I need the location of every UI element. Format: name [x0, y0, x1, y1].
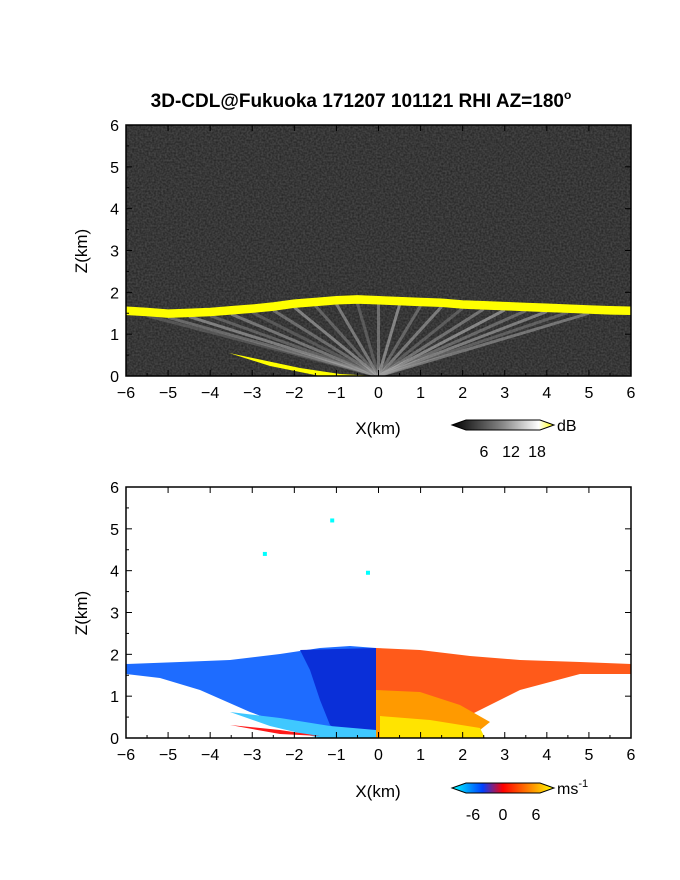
top-beam-5: [251, 311, 380, 376]
top-y-tick-label-6: 6: [110, 118, 119, 135]
top-ground-echo: [229, 353, 376, 376]
top-x-tick-label-2: −4: [201, 385, 219, 402]
bottom-x-tick-label-8: 2: [458, 747, 467, 764]
top-colorbar-tick-0: 6: [480, 444, 489, 461]
bottom-colorbar-label: ms-1: [557, 778, 588, 798]
top-x-tick-label-5: −1: [327, 385, 345, 402]
top-x-tick-label-11: 5: [584, 385, 593, 402]
bottom-y-tick-label-2: 2: [110, 647, 119, 664]
top-y-axis-label: Z(km): [72, 229, 91, 273]
top-beam-fan: [146, 302, 590, 376]
top-beam-4: [230, 312, 380, 376]
bottom-y-tick-label-5: 5: [110, 522, 119, 539]
top-beam-7: [293, 306, 380, 376]
bottom-yellow-near-ground: [380, 716, 485, 738]
top-x-tick-label-0: −6: [117, 385, 135, 402]
top-x-tick-label-8: 2: [458, 385, 467, 402]
bottom-isolated-points: [262, 518, 370, 575]
bottom-colorbar-tick-0: -6: [466, 807, 480, 824]
bottom-x-tick-label-9: 3: [500, 747, 509, 764]
top-y-tick-label-3: 3: [110, 244, 119, 261]
top-y-tick-label-0: 0: [110, 369, 119, 386]
bottom-y-tick-label-3: 3: [110, 606, 119, 623]
bottom-y-tick-label-4: 4: [110, 564, 119, 581]
bottom-red-ground-edge: [230, 725, 320, 736]
bottom-isolated-point-1: [262, 551, 267, 556]
top-beam-16: [377, 307, 485, 376]
bottom-colorbar-tick-2: 6: [532, 807, 541, 824]
top-y-tick-label-2: 2: [110, 285, 119, 302]
bottom-isolated-point-2: [365, 570, 370, 575]
top-x-tick-label-1: −5: [159, 385, 177, 402]
top-x-tick-label-6: 0: [374, 385, 383, 402]
top-beam-14: [377, 305, 443, 376]
top-beam-17: [377, 308, 506, 376]
bottom-x-tick-label-6: 0: [374, 747, 383, 764]
bottom-cyan-lower: [230, 712, 376, 738]
bottom-x-tick-label-11: 5: [584, 747, 593, 764]
bottom-x-tick-label-1: −5: [159, 747, 177, 764]
top-x-tick-label-4: −2: [285, 385, 303, 402]
top-beam-8: [314, 304, 380, 376]
bottom-y-axis-label: Z(km): [72, 591, 91, 635]
bottom-y-tick-label-6: 6: [110, 480, 119, 497]
top-x-tick-label-7: 1: [416, 385, 425, 402]
top-x-tick-label-10: 4: [542, 385, 551, 402]
top-beam-3: [209, 314, 380, 376]
top-colorbar-tick-1: 12: [502, 444, 520, 461]
bottom-x-tick-label-2: −4: [201, 747, 219, 764]
bottom-x-tick-label-3: −3: [243, 747, 261, 764]
top-colorbar-tick-2: 18: [528, 444, 546, 461]
bottom-colorbar: ms-1 -6 0 6: [450, 778, 588, 824]
top-beam-21: [378, 311, 590, 376]
top-beam-15: [377, 307, 464, 376]
bottom-y-tick-label-1: 1: [110, 689, 119, 706]
top-y-tick-label-1: 1: [110, 327, 119, 344]
top-y-tick-label-4: 4: [110, 202, 119, 219]
top-beam-6: [272, 309, 380, 376]
top-beam-9: [335, 303, 380, 376]
bottom-isolated-point-0: [330, 518, 335, 523]
top-beam-10: [356, 302, 380, 376]
top-colorbar-label: dB: [557, 418, 577, 435]
bottom-x-tick-label-12: 6: [627, 747, 636, 764]
bottom-x-tick-label-10: 4: [542, 747, 551, 764]
top-x-tick-label-9: 3: [500, 385, 509, 402]
top-y-tick-label-5: 5: [110, 160, 119, 177]
top-beam-12: [377, 304, 401, 376]
chart-title: 3D-CDL@Fukuoka 171207 101121 RHI AZ=180o: [151, 88, 572, 112]
top-colorbar: dB 6 12 18: [450, 418, 577, 461]
bottom-x-tick-label-4: −2: [285, 747, 303, 764]
bottom-strong-negative-core: [300, 648, 376, 738]
bottom-x-tick-label-5: −1: [327, 747, 345, 764]
bottom-x-tick-label-0: −6: [117, 747, 135, 764]
bottom-x-tick-label-7: 1: [416, 747, 425, 764]
top-x-tick-label-12: 6: [627, 385, 636, 402]
top-x-axis-label: X(km): [355, 419, 400, 438]
top-beam-13: [377, 304, 422, 376]
top-x-tick-label-3: −3: [243, 385, 261, 402]
bottom-y-tick-label-0: 0: [110, 731, 119, 748]
bottom-colorbar-tick-1: 0: [499, 807, 508, 824]
bottom-x-axis-label: X(km): [355, 782, 400, 801]
top-boundary-layer: [126, 295, 631, 318]
